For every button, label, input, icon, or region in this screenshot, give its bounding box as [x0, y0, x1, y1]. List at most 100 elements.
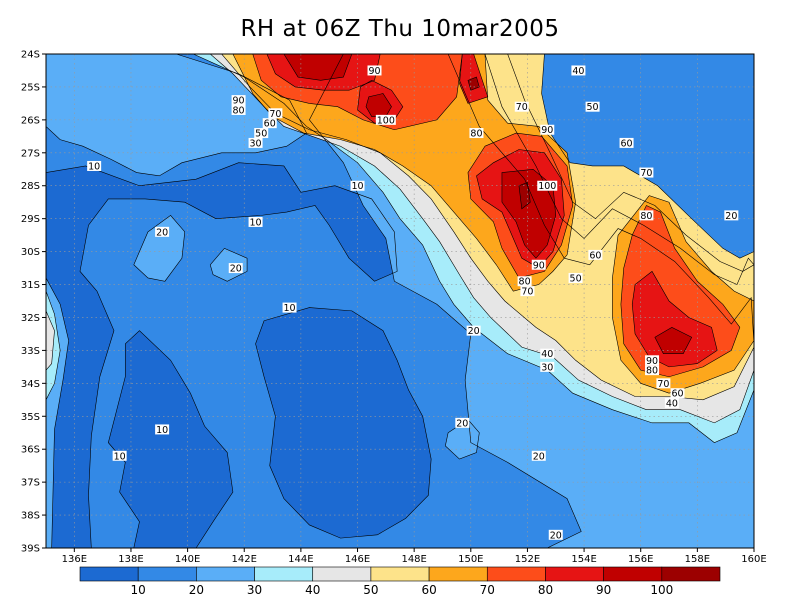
dotted-grid	[46, 54, 754, 548]
contour-label: 10	[250, 217, 262, 228]
lon-label: 142E	[232, 554, 257, 565]
contour-line	[467, 132, 574, 279]
contour-label: 40	[541, 349, 553, 360]
rh-dry-zone	[255, 307, 432, 539]
contour-label-bg	[375, 114, 396, 125]
contour-label-bg	[571, 65, 586, 76]
contour-label-bg	[466, 325, 481, 336]
contour-label-bg	[455, 417, 470, 428]
contour-label: 50	[255, 129, 267, 140]
contour-label-bg	[517, 276, 532, 287]
lat-label: 25S	[21, 82, 40, 93]
contour-label: 100	[538, 181, 556, 192]
lat-label: 37S	[21, 478, 40, 489]
lon-label: 140E	[175, 554, 200, 565]
colorbar-swatch	[79, 566, 139, 582]
contour-label: 70	[640, 168, 652, 179]
contour-line	[357, 80, 404, 124]
contour-label: 20	[550, 530, 562, 541]
lat-label: 27S	[21, 148, 40, 159]
contour-label-bg	[155, 424, 170, 435]
contour-label-bg	[588, 249, 603, 260]
contour-label: 100	[377, 115, 395, 126]
contour-line	[46, 310, 55, 371]
contour-labels: 10 10 10 10 10 10 20 20 20 20 20 20 20 30 30 40 40 40 50 50…	[87, 65, 739, 541]
contour-label: 60	[621, 138, 633, 149]
contour-line	[654, 327, 693, 354]
contour-label-bg	[645, 355, 660, 366]
lat-label: 36S	[21, 445, 40, 456]
contour-line	[283, 54, 353, 81]
rh-fill-region	[654, 327, 692, 354]
colorbar-swatch	[196, 566, 255, 582]
contour-label: 20	[156, 227, 168, 238]
colorbar-label: 80	[538, 583, 553, 597]
contour-label: 50	[587, 102, 599, 113]
lat-label: 29S	[21, 214, 40, 225]
contour-label-bg	[228, 263, 243, 274]
rh-fill-region	[133, 215, 185, 282]
contour-label-bg	[469, 128, 484, 139]
contour-label: 80	[640, 211, 652, 222]
colorbar-label: 50	[363, 583, 378, 597]
contour-label-bg	[531, 450, 546, 461]
contour-label-bg	[350, 180, 365, 191]
contour-label: 10	[88, 161, 100, 172]
contour-label: 90	[368, 66, 380, 77]
colorbar-swatch	[312, 566, 372, 582]
contour-label: 20	[230, 264, 242, 275]
contour-label: 20	[725, 211, 737, 222]
colorbar-label: 30	[247, 583, 262, 597]
rh-fill-region	[232, 54, 576, 292]
contour-line	[46, 162, 398, 548]
contour-line	[631, 270, 718, 368]
contour-label-bg	[540, 348, 555, 359]
contour-line	[255, 307, 432, 539]
lon-label: 146E	[345, 554, 370, 565]
axis-labels: 24S 25S 26S 27S 28S 29S 30S 31S 32S 33S 34S 35S 36S 3…	[21, 50, 767, 566]
contour-line	[612, 195, 754, 394]
contour-line	[209, 247, 248, 282]
lat-label: 39S	[21, 544, 40, 555]
contour-label: 80	[470, 129, 482, 140]
colorbar-swatch	[370, 566, 430, 582]
contour-label: 70	[521, 287, 533, 298]
contour-label-bg	[87, 160, 102, 171]
contour-line	[309, 54, 754, 548]
contour-line	[221, 54, 754, 401]
contour-label-bg	[656, 378, 671, 389]
contour-label-bg	[248, 216, 263, 227]
contour-label-bg	[262, 118, 277, 129]
rh-fill-field	[46, 54, 754, 548]
contour-label: 90	[533, 260, 545, 271]
lat-label: 26S	[21, 115, 40, 126]
contour-label-bg	[231, 95, 246, 106]
contour-label-bg	[724, 210, 739, 221]
colorbar-label: 20	[189, 583, 204, 597]
contour-label: 10	[351, 181, 363, 192]
lon-label: 144E	[288, 554, 313, 565]
lon-label: 152E	[515, 554, 540, 565]
contour-line	[518, 182, 531, 210]
colorbar-swatch	[545, 566, 604, 582]
contour-line	[133, 214, 186, 282]
contour-label-bg	[540, 124, 555, 135]
contour-line	[501, 168, 557, 259]
lat-label: 38S	[21, 511, 40, 522]
colorbar-swatch	[254, 566, 314, 582]
contour-label: 60	[589, 250, 601, 261]
lat-label: 32S	[21, 313, 40, 324]
contour-label: 70	[657, 379, 669, 390]
lon-label: 154E	[571, 554, 596, 565]
colorbar-label: 40	[305, 583, 320, 597]
contour-label: 40	[666, 399, 678, 410]
contour-line	[107, 330, 234, 548]
contour-label: 90	[233, 96, 245, 107]
lon-label: 148E	[401, 554, 426, 565]
contour-label-bg	[670, 388, 685, 399]
colorbar-swatch	[661, 566, 721, 582]
colorbar-swatch	[428, 566, 488, 582]
contour-label-bg	[639, 167, 654, 178]
contour-line	[209, 54, 754, 424]
contour-label: 20	[456, 418, 468, 429]
